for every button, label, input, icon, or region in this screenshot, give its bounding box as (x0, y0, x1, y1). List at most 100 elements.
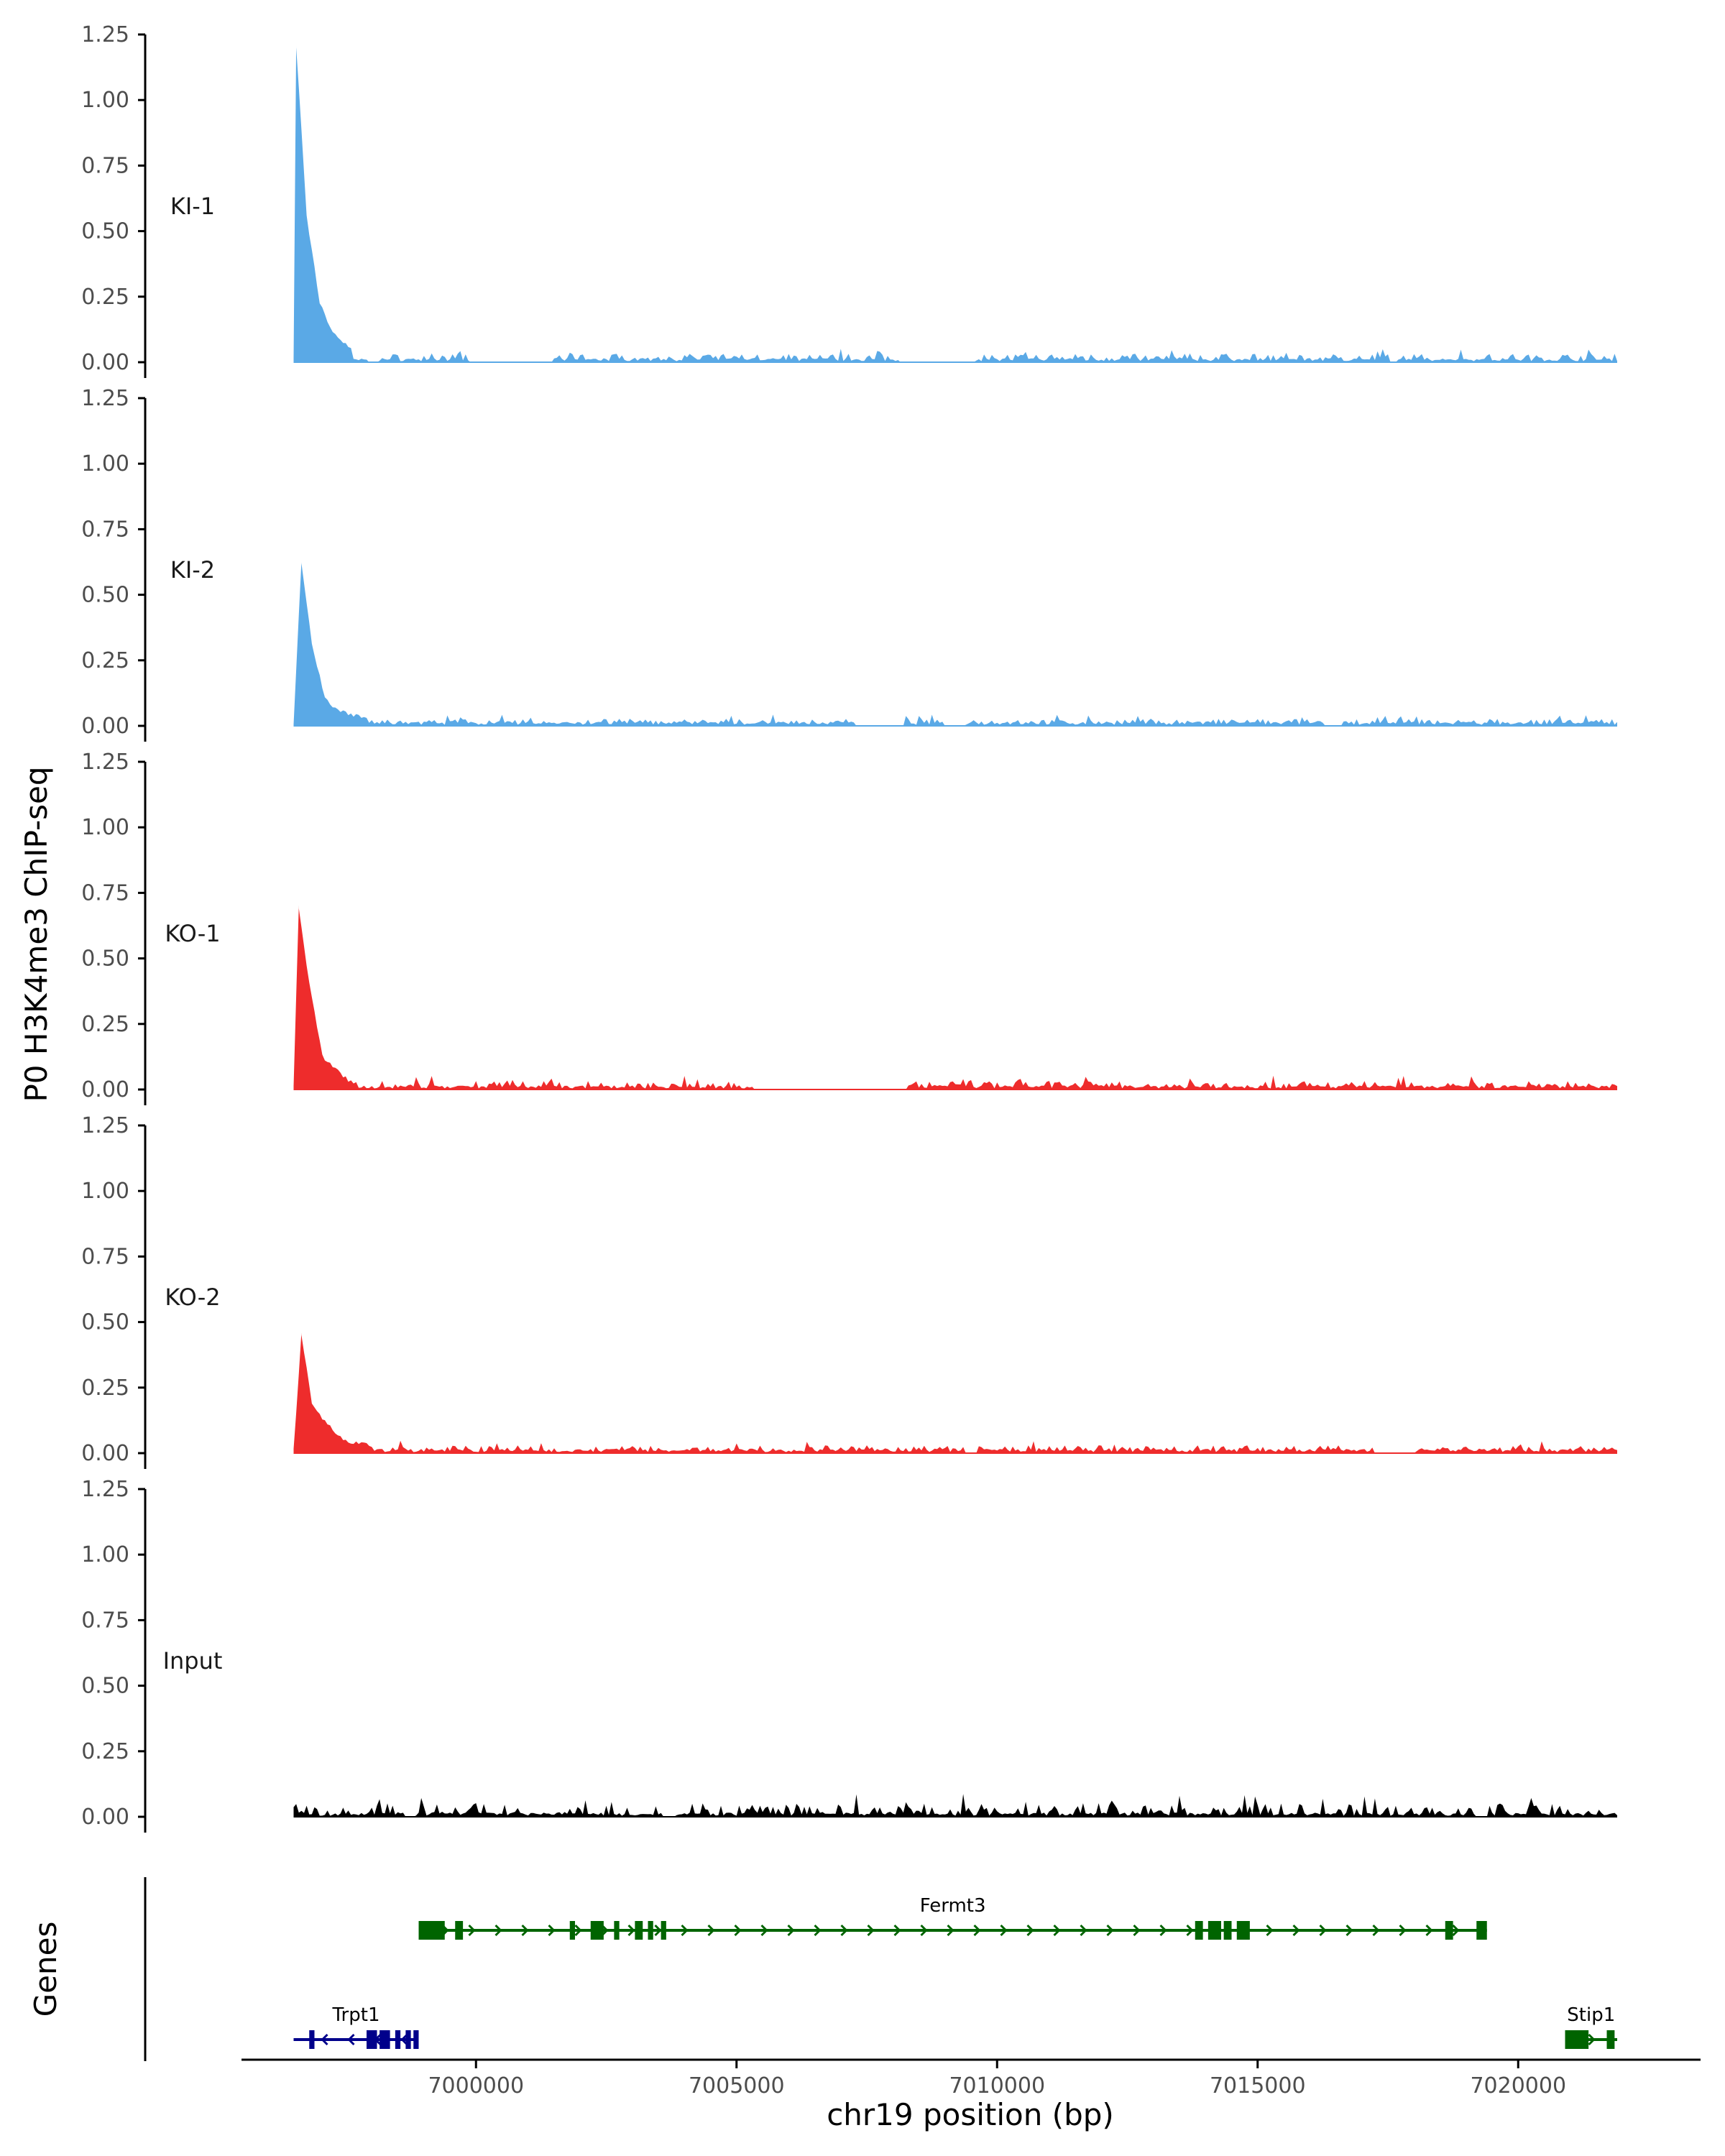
strand-arrow (654, 1924, 662, 1937)
y-tick-label: 0.75 (81, 153, 129, 178)
x-tick-label: 7010000 (949, 2073, 1045, 2099)
y-tick-label: 0.75 (81, 1244, 129, 1269)
strand-arrow (1425, 1924, 1433, 1937)
exon (413, 2030, 419, 2049)
y-tick-label: 1.00 (81, 815, 129, 840)
strand-arrow (920, 1924, 928, 1937)
track-input: 0.00 0.25 0.50 0.75 1.00 1.25 Input (81, 1477, 1617, 1833)
y-tick-label: 0.25 (81, 285, 129, 310)
y-tick-label: 1.00 (81, 1179, 129, 1204)
track-ki-2: 0.00 0.25 0.50 0.75 1.00 1.25 KI-2 (81, 386, 1617, 742)
track-label: Input (163, 1647, 223, 1674)
strand-arrow (1319, 1924, 1327, 1937)
track-ko-2: 0.00 0.25 0.50 0.75 1.00 1.25 KO-2 (81, 1113, 1617, 1469)
y-tick-label: 0.50 (81, 1674, 129, 1699)
exon (614, 1921, 620, 1940)
strand-arrow (1133, 1924, 1141, 1937)
exon (635, 1921, 643, 1940)
gene-fermt3: Fermt3 (418, 1895, 1487, 1940)
strand-arrow (1080, 1924, 1087, 1937)
x-tick-label: 7015000 (1210, 2073, 1306, 2099)
exon (1208, 1921, 1221, 1940)
y-tick-label: 0.50 (81, 1310, 129, 1335)
exon (1565, 2030, 1589, 2049)
strand-arrow (494, 1924, 502, 1937)
signal-area-input (293, 1794, 1617, 1817)
strand-arrow (321, 2033, 328, 2046)
y-tick-label: 0.00 (81, 1805, 129, 1830)
strand-arrow (947, 1924, 954, 1937)
y-tick-label: 0.75 (81, 880, 129, 906)
signal-area-ko-2 (293, 1332, 1617, 1453)
track-label: KI-2 (170, 556, 215, 584)
y-tick-label: 0.00 (81, 350, 129, 375)
exon (1445, 1921, 1453, 1940)
y-tick-label: 1.25 (81, 386, 129, 411)
y-tick-label: 0.25 (81, 1376, 129, 1401)
y-tick-label: 0.25 (81, 648, 129, 673)
x-tick-label: 7000000 (428, 2073, 524, 2099)
strand-arrow (1159, 1924, 1167, 1937)
track-panels: 0.00 0.25 0.50 0.75 1.00 1.25 KI-1 0.00 0.25 0.50… (81, 22, 1617, 1833)
strand-arrow (681, 1924, 689, 1937)
x-axis-title: chr19 position (bp) (827, 2097, 1114, 2132)
strand-arrow (760, 1924, 768, 1937)
strand-arrow (1372, 1924, 1380, 1937)
strand-arrow (1346, 1924, 1353, 1937)
y-tick-label: 1.00 (81, 451, 129, 476)
strand-arrow (814, 1924, 822, 1937)
exon (648, 1921, 653, 1940)
strand-arrow (1266, 1924, 1274, 1937)
strand-arrow (521, 1924, 529, 1937)
strand-arrow (574, 1924, 582, 1937)
track-label: KO-1 (165, 920, 220, 947)
strand-arrow (1186, 1924, 1194, 1937)
gene-name: Stip1 (1567, 2004, 1615, 2026)
strand-arrow (840, 1924, 848, 1937)
strand-arrow (1588, 2033, 1596, 2046)
exon (395, 2030, 401, 2049)
gene-trpt1: Trpt1 (293, 2004, 419, 2049)
y-tick-label: 0.50 (81, 946, 129, 972)
strand-arrow (707, 1924, 715, 1937)
exon (1236, 1921, 1250, 1940)
exon (590, 1921, 604, 1940)
strand-arrow (548, 1924, 556, 1937)
exon (661, 1921, 666, 1940)
strand-arrow (787, 1924, 795, 1937)
strand-arrow (627, 1924, 635, 1937)
track-label: KI-1 (170, 193, 215, 220)
strand-arrow (400, 2033, 408, 2046)
gene-name: Trpt1 (332, 2004, 380, 2026)
exon (405, 2030, 411, 2049)
y-tick-label: 1.25 (81, 22, 129, 47)
exon (1223, 1921, 1232, 1940)
y-tick-label: 0.25 (81, 1739, 129, 1764)
signal-area-ko-1 (293, 905, 1617, 1089)
strand-arrow (1053, 1924, 1061, 1937)
exon (1606, 2030, 1615, 2049)
strand-arrow (1106, 1924, 1114, 1937)
y-tick-label: 0.00 (81, 1441, 129, 1466)
exon (418, 1921, 445, 1940)
y-tick-label: 1.25 (81, 750, 129, 775)
y-tick-label: 0.00 (81, 714, 129, 739)
strand-arrow (867, 1924, 875, 1937)
y-tick-label: 0.50 (81, 219, 129, 244)
y-tick-label: 1.00 (81, 1542, 129, 1567)
gene-name: Fermt3 (920, 1895, 986, 1917)
y-tick-label: 0.75 (81, 517, 129, 542)
y-axis-title: P0 H3K4me3 ChIP-seq (19, 766, 54, 1102)
genes-panel-title: Genes (28, 1922, 63, 2017)
y-tick-label: 0.00 (81, 1077, 129, 1102)
track-label: KO-2 (165, 1284, 220, 1311)
strand-arrow (734, 1924, 742, 1937)
y-tick-label: 1.25 (81, 1113, 129, 1138)
strand-arrow (1292, 1924, 1300, 1937)
x-tick-label: 7020000 (1470, 2073, 1566, 2099)
y-tick-label: 0.50 (81, 583, 129, 608)
exon (367, 2030, 377, 2049)
strand-arrow (1026, 1924, 1034, 1937)
signal-area-ki-1 (293, 45, 1617, 363)
